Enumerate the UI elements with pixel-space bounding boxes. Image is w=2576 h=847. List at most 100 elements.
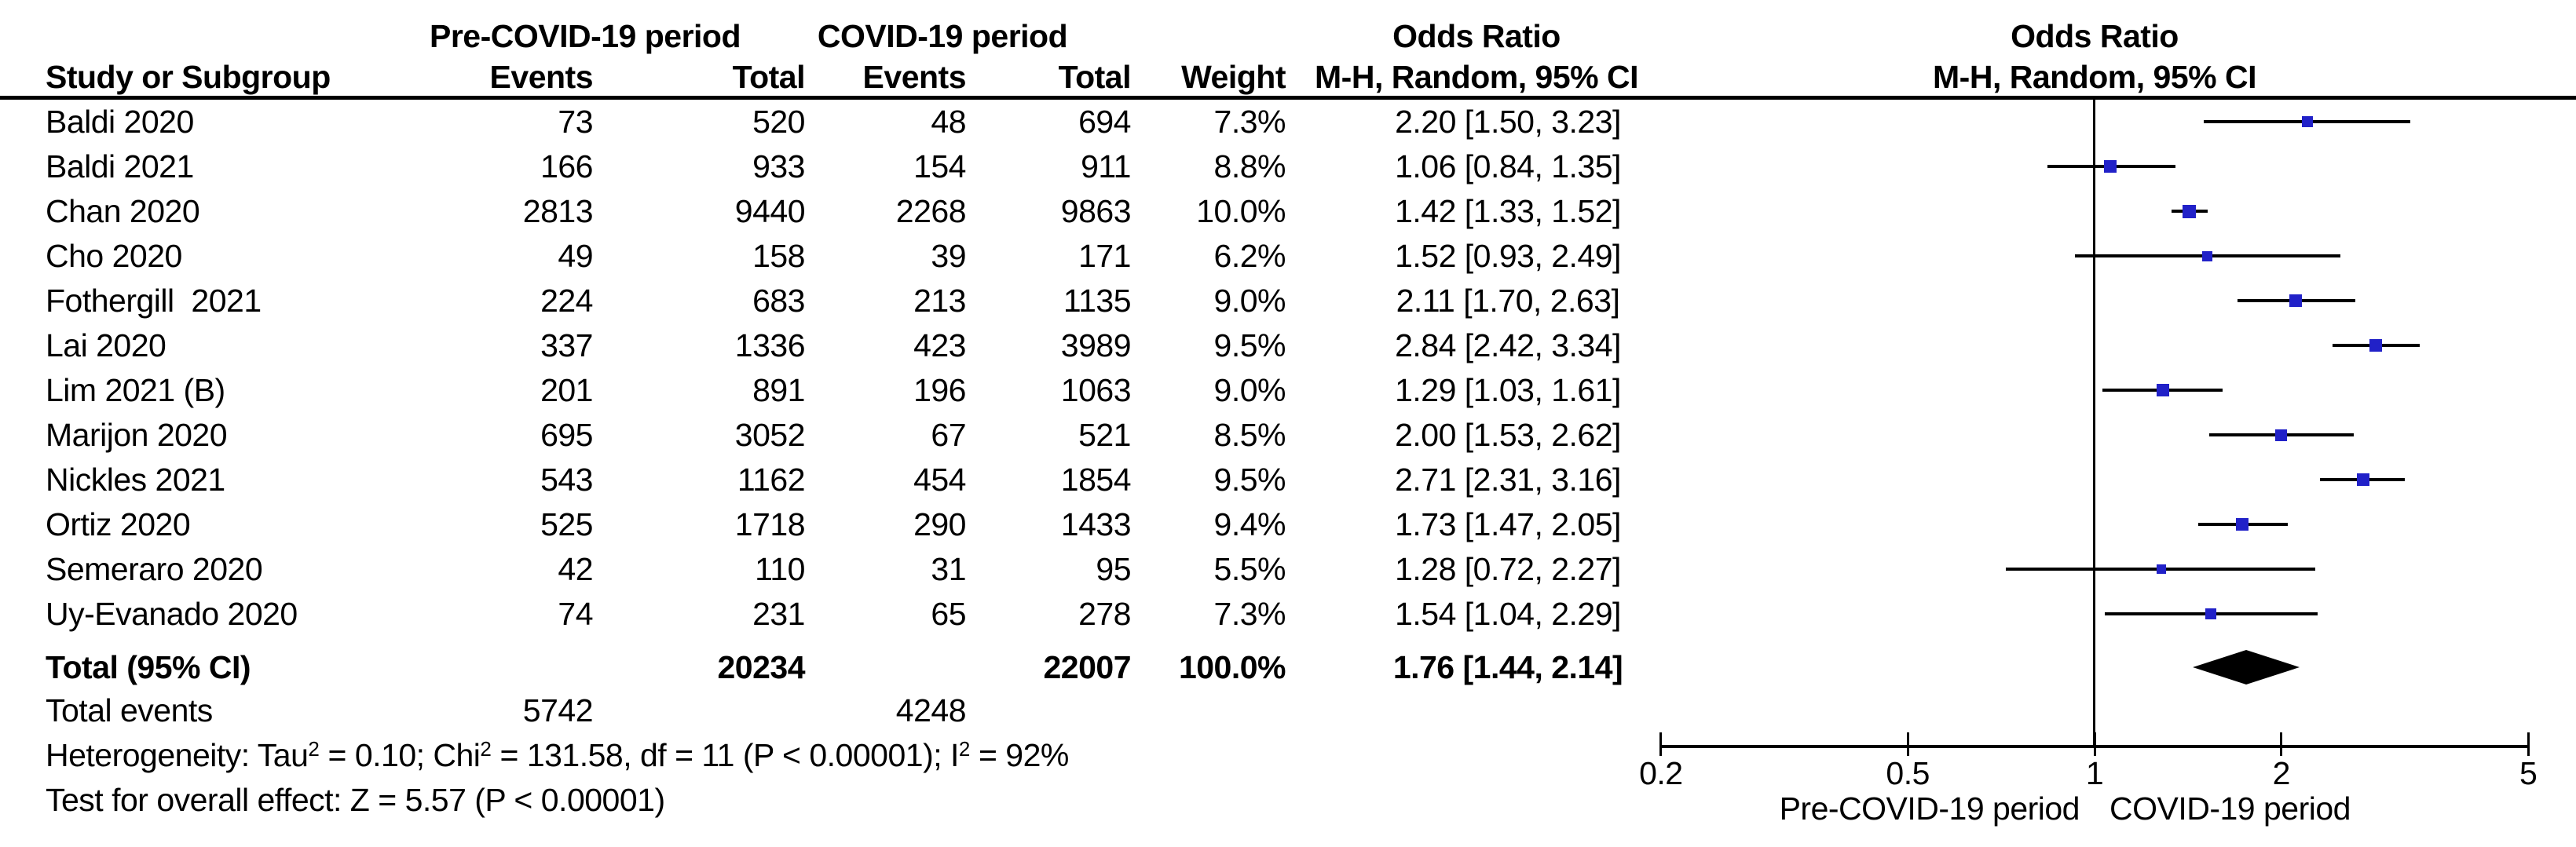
heterogeneity-text-segment: = 131.58, df = 11 (P < 0.00001); I (491, 737, 959, 773)
or-ci-value: 2.00 [1.53, 2.62] (1395, 417, 1621, 453)
heterogeneity-statistics: Heterogeneity: Tau2 = 0.10; Chi2 = 131.5… (46, 737, 1069, 776)
covid-events-value: 213 (913, 283, 966, 319)
covid-events-value: 39 (931, 238, 966, 274)
covid-total-value: 171 (1078, 238, 1131, 274)
total-row-label: Total (95% CI) (46, 649, 251, 685)
covid-events-value: 48 (931, 104, 966, 140)
odds-ratio-marker (2289, 294, 2303, 307)
study-name: Baldi 2020 (46, 104, 194, 140)
summary-diamond (2193, 650, 2300, 685)
weight-value: 8.5% (1213, 417, 1286, 453)
covid-total-value: 694 (1078, 104, 1131, 140)
pre-total-value: 683 (752, 283, 805, 319)
covid-events-value: 65 (931, 596, 966, 632)
pre-total-value: 520 (752, 104, 805, 140)
column-header-covid-total: Total (1058, 59, 1132, 95)
or-ci-value: 2.84 [2.42, 3.34] (1395, 327, 1621, 363)
covid-total-value: 521 (1078, 417, 1131, 453)
superscript: 2 (308, 737, 320, 761)
weight-value: 5.5% (1213, 551, 1286, 587)
pre-total-value: 1718 (734, 506, 806, 542)
pre-events-value: 42 (558, 551, 593, 587)
total-pre-total: 20234 (717, 649, 805, 685)
odds-ratio-marker (2357, 473, 2370, 486)
study-name: Nickles 2021 (46, 462, 225, 498)
pre-events-value: 525 (540, 506, 593, 542)
covid-events-value: 423 (913, 327, 966, 363)
pre-events-value: 201 (540, 372, 593, 408)
table-header-underline (0, 96, 2576, 100)
or-ci-value: 1.29 [1.03, 1.61] (1395, 372, 1621, 408)
pre-events-value: 224 (540, 283, 593, 319)
odds-ratio-marker (2301, 116, 2313, 127)
x-axis-tick (1906, 732, 1909, 756)
or-ci-value: 1.28 [0.72, 2.27] (1395, 551, 1621, 587)
weight-value: 7.3% (1213, 104, 1286, 140)
pre-events-value: 74 (558, 596, 593, 632)
covid-total-value: 3989 (1060, 327, 1132, 363)
weight-value: 6.2% (1213, 238, 1286, 274)
superscript: 2 (958, 737, 971, 761)
odds-ratio-marker (2202, 250, 2213, 261)
axis-label-favours-pre: Pre-COVID-19 period (1779, 790, 2080, 827)
covid-total-value: 1433 (1060, 506, 1132, 542)
or-column-title: Odds Ratio (1392, 18, 1561, 54)
pre-events-value: 2813 (522, 193, 594, 229)
covid-total-value: 95 (1096, 551, 1131, 587)
total-covid-total: 22007 (1043, 649, 1131, 685)
or-ci-value: 1.54 [1.04, 2.29] (1395, 596, 1621, 632)
weight-value: 9.5% (1213, 462, 1286, 498)
null-effect-line (2093, 100, 2095, 747)
covid-events-value: 154 (913, 148, 966, 184)
pre-total-value: 9440 (734, 193, 806, 229)
pre-total-value: 3052 (734, 417, 806, 453)
study-name: Chan 2020 (46, 193, 200, 229)
study-name: Fothergill 2021 (46, 283, 262, 319)
covid-total-value: 278 (1078, 596, 1131, 632)
or-ci-value: 1.42 [1.33, 1.52] (1395, 193, 1621, 229)
odds-ratio-marker (2156, 564, 2166, 574)
or-ci-value: 1.73 [1.47, 2.05] (1395, 506, 1621, 542)
odds-ratio-marker (2182, 204, 2196, 218)
axis-label-favours-covid: COVID-19 period (2109, 790, 2351, 827)
covid-events-value: 454 (913, 462, 966, 498)
weight-value: 8.8% (1213, 148, 1286, 184)
superscript: 2 (480, 737, 492, 761)
column-group-pre-covid: Pre-COVID-19 period (429, 18, 741, 54)
covid-events-value: 290 (913, 506, 966, 542)
pre-total-value: 933 (752, 148, 805, 184)
covid-events-value: 196 (913, 372, 966, 408)
total-weight: 100.0% (1178, 649, 1286, 685)
covid-events-value: 67 (931, 417, 966, 453)
heterogeneity-text-segment: = 0.10; Chi (319, 737, 481, 773)
covid-events-value: 31 (931, 551, 966, 587)
study-name: Lai 2020 (46, 327, 166, 363)
or-ci-value: 2.71 [2.31, 3.16] (1395, 462, 1621, 498)
pre-events-value: 49 (558, 238, 593, 274)
x-axis-tick (2093, 732, 2096, 756)
x-axis-tick (2280, 732, 2283, 756)
pre-events-value: 166 (540, 148, 593, 184)
x-axis-tick-label: 0.2 (1639, 755, 1683, 791)
column-header-weight: Weight (1181, 59, 1286, 95)
x-axis-tick (1659, 732, 1663, 756)
x-axis-tick-label: 5 (2519, 755, 2538, 791)
column-header-pre-total: Total (732, 59, 806, 95)
column-group-covid: COVID-19 period (817, 18, 1068, 54)
odds-ratio-marker (2205, 608, 2217, 619)
study-name: Uy-Evanado 2020 (46, 596, 298, 632)
pre-total-value: 231 (752, 596, 805, 632)
column-header-or-ci: M-H, Random, 95% CI (1315, 59, 1638, 95)
heterogeneity-text-segment: = 92% (970, 737, 1069, 773)
study-name: Marijon 2020 (46, 417, 228, 453)
weight-value: 9.0% (1213, 283, 1286, 319)
weight-value: 7.3% (1213, 596, 1286, 632)
plot-header-or-ci: M-H, Random, 95% CI (1933, 59, 2256, 95)
column-header-pre-events: Events (489, 59, 594, 95)
total-events-covid: 4248 (895, 692, 967, 728)
weight-value: 9.5% (1213, 327, 1286, 363)
study-name: Semeraro 2020 (46, 551, 263, 587)
pre-total-value: 158 (752, 238, 805, 274)
covid-total-value: 911 (1081, 148, 1131, 184)
or-ci-value: 2.11 [1.70, 2.63] (1396, 283, 1620, 319)
